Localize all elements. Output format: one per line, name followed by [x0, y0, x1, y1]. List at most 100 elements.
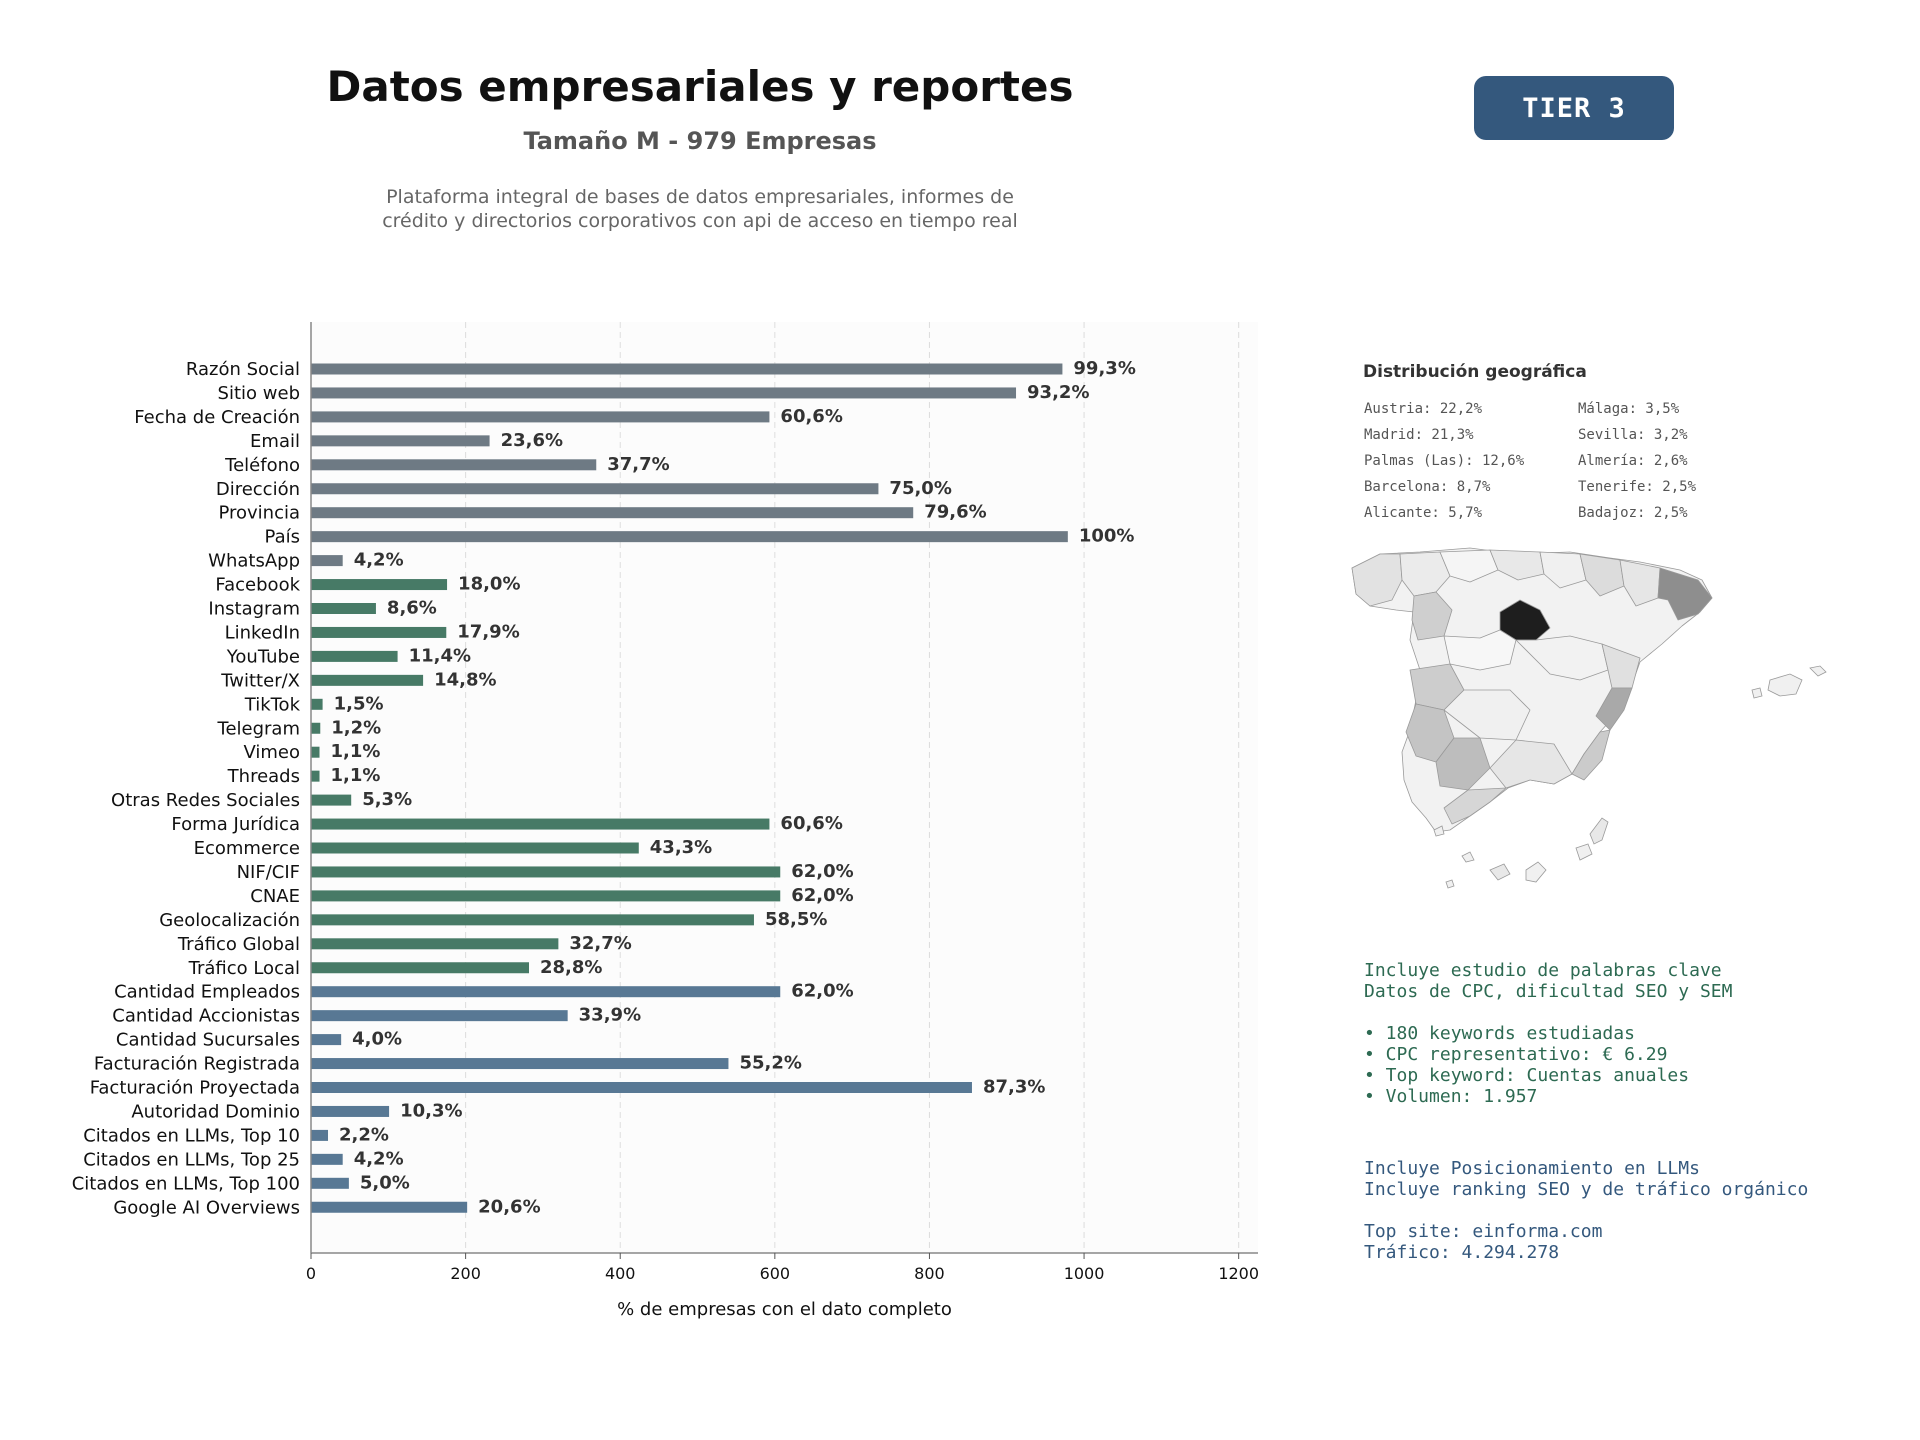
bar [311, 435, 490, 447]
bar [311, 890, 781, 902]
category-label: Fecha de Creación [134, 407, 300, 428]
bar [311, 674, 424, 686]
map-island [1589, 817, 1609, 845]
geo-item: Barcelona: 8,7% [1364, 479, 1491, 495]
geo-item: Almería: 2,6% [1578, 453, 1688, 469]
plot-area [311, 322, 1258, 1253]
bar [311, 698, 323, 710]
value-label: 37,7% [607, 454, 669, 475]
x-axis-label: % de empresas con el dato completo [617, 1299, 952, 1320]
tier-badge: TIER 3 [1474, 76, 1674, 140]
bar [311, 962, 530, 974]
traffic: Tráfico: 4.294.278 [1364, 1242, 1560, 1263]
value-label: 62,0% [791, 981, 853, 1002]
category-label: Cantidad Sucursales [116, 1030, 300, 1051]
category-label: Teléfono [224, 455, 300, 476]
category-label: Provincia [218, 503, 300, 524]
bar [311, 1082, 972, 1093]
top-site: Top site: einforma.com [1364, 1221, 1603, 1242]
keywords-line: Incluye estudio de palabras clave [1364, 960, 1722, 981]
value-label: 5,0% [360, 1172, 410, 1193]
x-tick-label: 0 [306, 1264, 316, 1283]
bar [311, 1058, 729, 1070]
bar [311, 794, 352, 806]
category-label: Autoridad Dominio [131, 1101, 300, 1122]
category-label: Forma Jurídica [171, 814, 300, 835]
value-label: 32,7% [569, 933, 631, 954]
geo-item: Austria: 22,2% [1364, 401, 1483, 417]
value-label: 99,3% [1073, 358, 1135, 379]
geo-item: Badajoz: 2,5% [1578, 505, 1688, 521]
map-region [1619, 559, 1661, 607]
page-subtitle: Tamaño M - 979 Empresas [523, 127, 877, 155]
map-island [1489, 863, 1511, 881]
spain-map [1351, 547, 1827, 889]
bar [311, 1129, 329, 1141]
value-label: 58,5% [765, 909, 827, 930]
category-label: Otras Redes Sociales [111, 790, 300, 811]
map-island [1809, 665, 1827, 677]
map-island [1525, 861, 1547, 883]
geo-item: Madrid: 21,3% [1364, 427, 1474, 443]
bar [311, 1010, 568, 1022]
geo-title: Distribución geográfica [1363, 362, 1587, 382]
keywords-bullet: • 180 keywords estudiadas [1364, 1023, 1635, 1044]
category-label: Tráfico Local [188, 958, 300, 979]
map-island [1751, 687, 1763, 699]
map-region [1595, 687, 1633, 731]
geo-item: Alicante: 5,7% [1364, 505, 1483, 521]
value-label: 14,8% [434, 669, 496, 690]
category-label: Tráfico Global [177, 934, 300, 955]
bar [311, 531, 1068, 543]
category-label: NIF/CIF [237, 862, 300, 883]
map-region [1571, 729, 1611, 781]
category-label: Vimeo [243, 742, 300, 763]
category-label: Facturación Registrada [94, 1054, 300, 1075]
value-label: 23,6% [501, 430, 563, 451]
geo-item: Tenerife: 2,5% [1578, 479, 1697, 495]
value-label: 2,2% [339, 1124, 389, 1145]
map-region [1351, 553, 1403, 607]
category-label: TikTok [244, 694, 301, 715]
description-line: Plataforma integral de bases de datos em… [386, 186, 1014, 208]
category-label: Cantidad Accionistas [112, 1006, 300, 1027]
x-tick-label: 200 [450, 1264, 481, 1283]
bar [311, 1153, 343, 1165]
x-tick-label: 1000 [1064, 1264, 1105, 1283]
keywords-bullet: • CPC representativo: € 6.29 [1364, 1044, 1668, 1065]
value-label: 18,0% [458, 574, 520, 595]
map-region [1443, 787, 1507, 825]
category-label: Threads [227, 766, 300, 787]
bar [311, 746, 320, 758]
bar [311, 387, 1017, 399]
map-region [1515, 635, 1609, 681]
value-label: 28,8% [540, 957, 602, 978]
bar [311, 483, 879, 495]
value-label: 1,2% [331, 717, 381, 738]
bar [311, 603, 376, 614]
x-tick-label: 800 [914, 1264, 945, 1283]
map-region [1489, 739, 1573, 789]
category-label: Citados en LLMs, Top 25 [83, 1149, 300, 1170]
bar [311, 579, 448, 591]
category-label: Email [250, 431, 300, 452]
bar [311, 1201, 468, 1213]
bar [311, 1177, 349, 1189]
value-label: 17,9% [457, 621, 519, 642]
map-region [1657, 567, 1713, 621]
category-label: País [265, 527, 300, 548]
value-label: 55,2% [739, 1053, 801, 1074]
category-label: Razón Social [186, 359, 300, 380]
value-label: 62,0% [791, 861, 853, 882]
keywords-bullet: • Top keyword: Cuentas anuales [1364, 1065, 1690, 1086]
category-label: Facebook [215, 575, 300, 596]
value-label: 10,3% [400, 1100, 462, 1121]
value-label: 4,2% [354, 550, 404, 571]
value-label: 1,5% [334, 693, 384, 714]
bar-chart: Razón Social 99,3% Sitio web 93,2% Fecha de … [72, 322, 1259, 1320]
geo-item: Málaga: 3,5% [1578, 401, 1680, 417]
map-region [1443, 629, 1517, 671]
bar [311, 722, 321, 734]
value-label: 8,6% [387, 598, 437, 619]
description-line: crédito y directorios corporativos con a… [382, 210, 1018, 232]
